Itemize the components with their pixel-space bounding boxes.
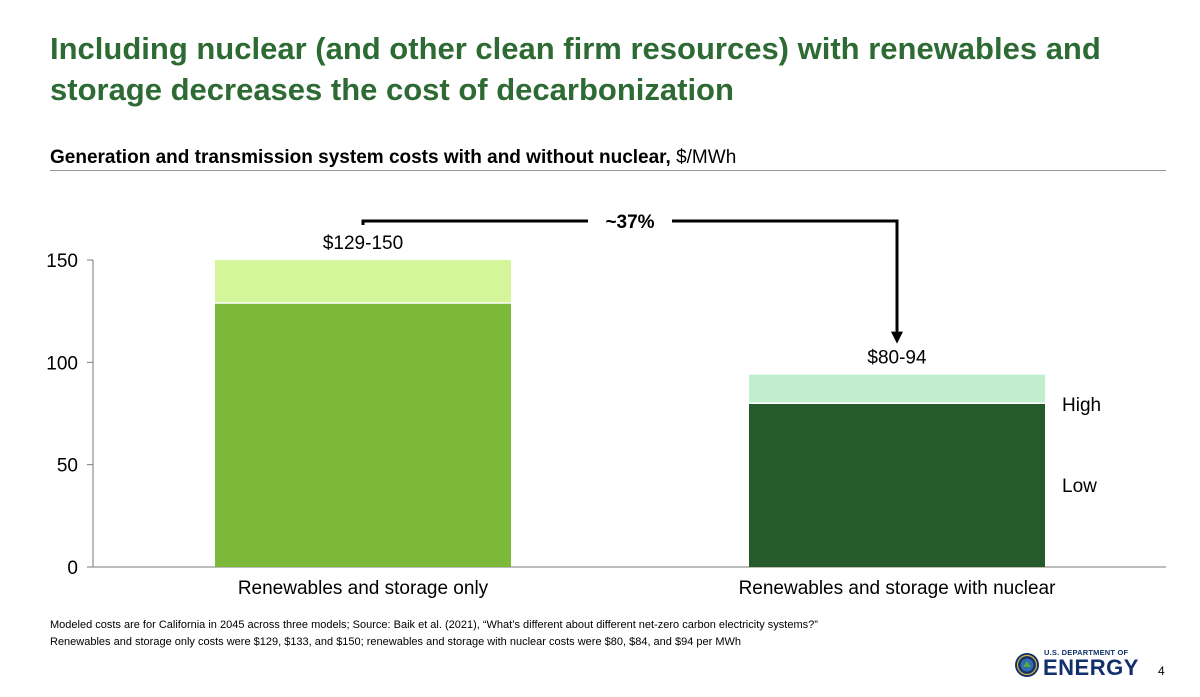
chart-subtitle-unit: $/MWh [670,147,737,168]
y-tick-label: 50 [57,456,78,477]
chart-subtitle: Generation and transmission system costs… [50,147,736,169]
bar-low-1 [215,302,511,567]
footnote-source: Modeled costs are for California in 2045… [50,619,818,631]
bar-low-2 [749,403,1045,567]
reduction-annotation: ~37% [605,212,654,233]
doe-logo-small-text: U.S. DEPARTMENT OF [1044,648,1129,657]
bar-range-label: $80-94 [867,348,927,369]
doe-logo-big-text: ENERGY [1043,655,1139,680]
annotation-background [588,208,672,234]
bar-high-1 [215,260,511,303]
doe-seal-icon [1015,653,1039,677]
page-number: 4 [1158,664,1165,678]
doe-logo: U.S. DEPARTMENT OF ENERGY [1014,648,1140,684]
chart-subtitle-bold: Generation and transmission system costs… [50,147,671,168]
category-label: Renewables and storage only [238,578,489,599]
subtitle-divider [50,170,1166,171]
reduction-arrowhead [891,331,903,344]
footnotes: Modeled costs are for California in 2045… [50,617,1050,651]
legend-low-label: Low [1062,476,1097,497]
cost-bar-chart: 0 50 100 150 $129-150 Renewables and storage … [46,208,1166,599]
y-tick-label: 0 [67,558,78,579]
slide-title: Including nuclear (and other clean firm … [50,31,1101,107]
footnote-costs: Renewables and storage only costs were $… [50,636,741,648]
y-tick-label: 150 [46,251,78,272]
bar-high-2 [749,374,1045,404]
legend-high-label: High [1062,395,1101,416]
category-label: Renewables and storage with nuclear [739,578,1057,599]
bar-range-label: $129-150 [323,233,403,254]
y-tick-label: 100 [46,353,78,374]
